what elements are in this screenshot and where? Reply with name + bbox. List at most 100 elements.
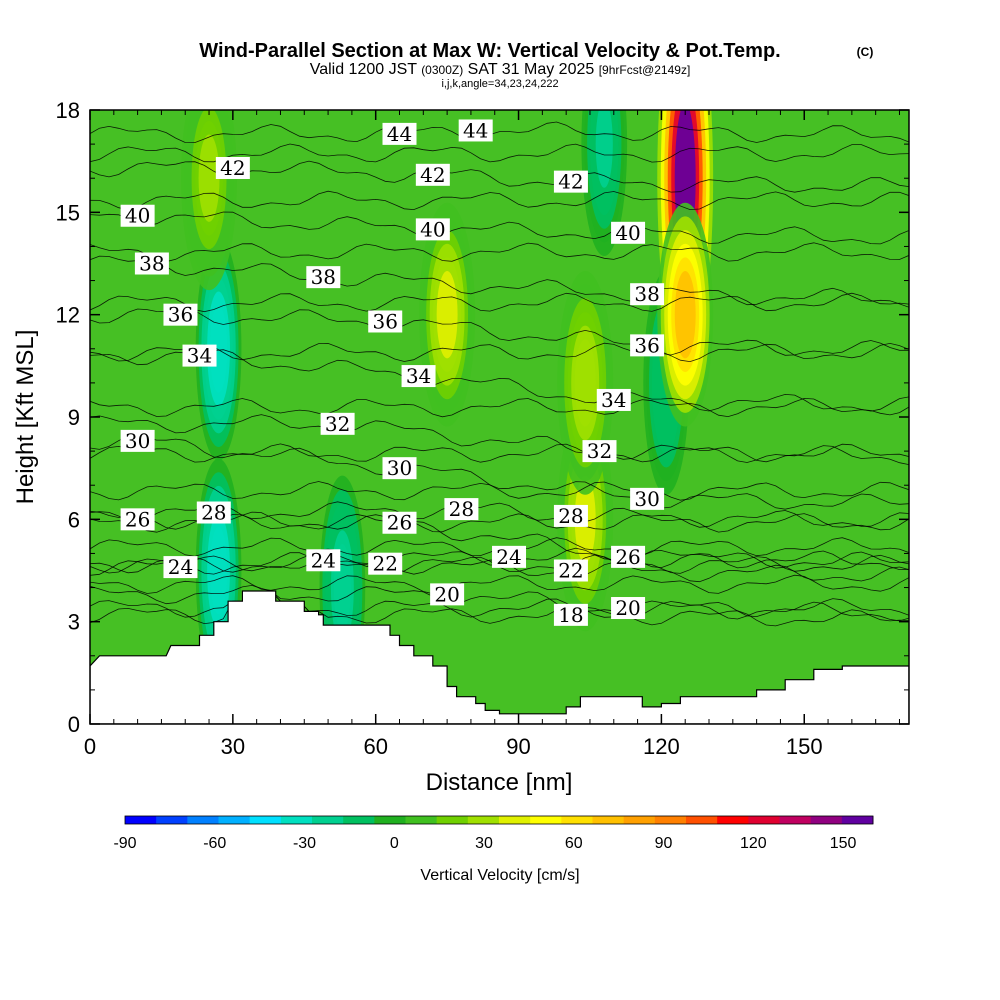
y-axis-label: Height [Kft MSL] <box>12 330 39 505</box>
colorbar-label: Vertical Velocity [cm/s] <box>420 867 579 884</box>
contour-label: 40 <box>611 221 646 245</box>
contour-label: 36 <box>163 303 198 327</box>
contour-label-box <box>368 310 403 333</box>
contour-label-text: 24 <box>168 555 193 579</box>
colorbar-swatch <box>530 816 562 824</box>
velocity-band <box>595 110 613 188</box>
contour-label-text: 26 <box>387 511 412 535</box>
chart-title: Wind-Parallel Section at Max W: Vertical… <box>199 40 780 62</box>
colorbar-swatch <box>654 816 687 824</box>
plot-area: 44 44 42 42 42 40 40 40 38 38 38 36 36 36 34 34 34 32 32 30… <box>90 110 909 724</box>
contour-label: 34 <box>596 388 631 412</box>
colorbar-swatch <box>779 816 812 824</box>
theta-contour <box>90 434 909 510</box>
contour-label-text: 20 <box>615 596 640 620</box>
contour-label: 42 <box>215 156 250 180</box>
contour-label: 42 <box>553 170 588 194</box>
contour-label-box <box>444 498 479 521</box>
x-tick-label: 150 <box>786 734 823 759</box>
contour-label: 26 <box>120 507 155 531</box>
colorbar-tick-label: -90 <box>113 835 136 852</box>
contour-label-box <box>120 508 155 531</box>
contour-label: 28 <box>196 501 231 525</box>
contour-label: 42 <box>415 163 450 187</box>
contour-label-text: 18 <box>558 603 583 627</box>
velocity-band <box>209 305 228 393</box>
colorbar-swatch <box>156 816 188 824</box>
contour-label-text: 42 <box>558 170 583 194</box>
contour-label: 28 <box>553 504 588 528</box>
contour-label: 40 <box>120 204 155 228</box>
theta-contour <box>90 443 909 463</box>
theta-contour <box>90 349 909 412</box>
y-tick-label: 15 <box>56 200 80 225</box>
colorbar-swatch <box>717 816 749 824</box>
contour-label-box <box>368 552 403 575</box>
valid-time-line: Valid 1200 JST (0300Z) SAT 31 May 2025 [… <box>310 61 691 78</box>
updraft-core <box>657 202 714 427</box>
contour-label-box <box>553 504 588 527</box>
contour-label-text: 40 <box>420 217 445 241</box>
contour-label-text: 42 <box>220 156 245 180</box>
colorbar-swatch <box>125 816 157 824</box>
contour-label-text: 22 <box>372 552 397 576</box>
colorbar-tick-label: 90 <box>655 835 673 852</box>
contour-label: 40 <box>415 217 450 241</box>
contour-label-text: 44 <box>387 122 412 146</box>
x-tick-label: 120 <box>643 734 680 759</box>
terrain-outline <box>90 590 909 724</box>
contour-label-box <box>630 334 665 357</box>
contour-label-text: 34 <box>187 344 212 368</box>
contour-label-text: 36 <box>372 309 397 333</box>
theta-contour <box>90 211 909 245</box>
velocity-band <box>198 134 220 222</box>
colorbar-tick-label: 60 <box>565 835 583 852</box>
contour-label-box <box>134 252 169 275</box>
valid-date: SAT 31 May 2025 <box>468 61 595 78</box>
contour-label: 26 <box>611 545 646 569</box>
colorbar-swatch <box>592 816 625 824</box>
contour-label-box <box>163 556 198 579</box>
x-tick-label: 90 <box>506 734 530 759</box>
colorbar-frame <box>124 815 874 825</box>
contour-label: 24 <box>492 545 527 569</box>
x-tick-label: 0 <box>84 734 96 759</box>
contour-label: 22 <box>368 552 403 576</box>
contour-label: 30 <box>120 429 155 453</box>
contour-label-box <box>553 559 588 582</box>
contour-label-text: 38 <box>634 282 659 306</box>
terrain <box>90 591 909 724</box>
contour-label: 24 <box>306 548 341 572</box>
contour-label-text: 44 <box>463 118 488 142</box>
contour-label-box <box>630 283 665 306</box>
colorbar-tick-label: -60 <box>203 835 226 852</box>
theta-contour <box>90 590 909 627</box>
theta-contour <box>90 255 909 308</box>
colorbar-swatch <box>218 816 251 824</box>
contour-label: 38 <box>306 265 341 289</box>
colorbar-swatch <box>249 816 282 824</box>
contour-label-text: 28 <box>558 504 583 528</box>
contour-label-box <box>306 266 341 289</box>
theta-contour <box>90 584 909 622</box>
theta-contour <box>90 481 909 501</box>
theta-contour <box>90 292 909 313</box>
colorbar-swatch <box>499 816 531 824</box>
colorbar-tick-label: 120 <box>740 835 767 852</box>
contour-label-text: 24 <box>311 548 336 572</box>
colorbar-swatch <box>436 816 469 824</box>
contour-label-text: 26 <box>125 507 150 531</box>
contour-label: 38 <box>134 252 169 276</box>
contour-label-box <box>120 204 155 227</box>
contour-label-text: 20 <box>434 582 459 606</box>
y-tick-label: 18 <box>56 98 80 123</box>
contour-label-box <box>430 583 465 606</box>
copyright-mark: (C) <box>857 45 874 59</box>
theta-contour <box>90 307 909 356</box>
contour-label-box <box>582 440 617 463</box>
contour-label-text: 42 <box>420 163 445 187</box>
contour-labels: 44 44 42 42 42 40 40 40 38 38 38 36 36 36 34 34 34 32 32 30… <box>120 118 665 627</box>
contour-label: 24 <box>163 555 198 579</box>
contour-label-text: 34 <box>406 364 431 388</box>
